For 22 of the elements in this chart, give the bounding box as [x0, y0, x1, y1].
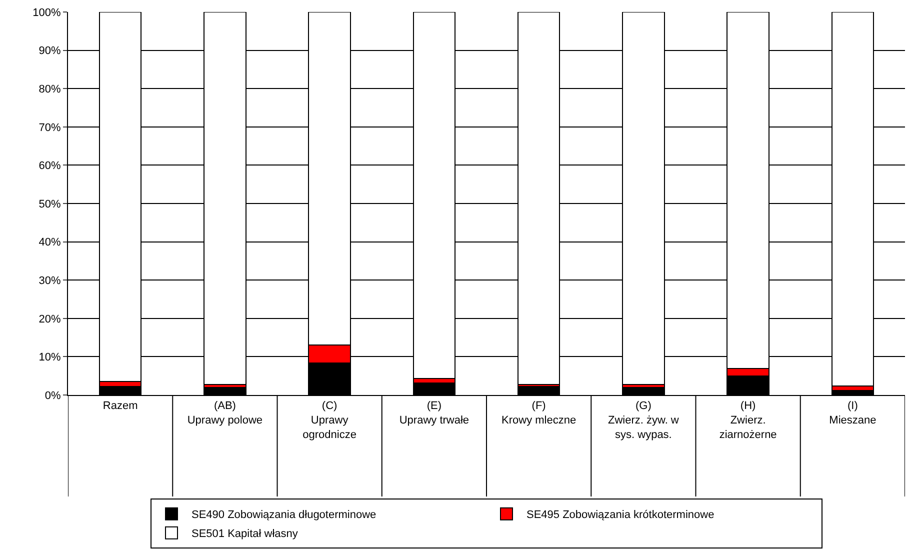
y-tick-label: 100% [32, 6, 62, 19]
y-tick-label: 50% [38, 198, 62, 210]
legend-label: SE501 Kapitał własny [192, 528, 298, 540]
y-tick-label: 20% [38, 313, 62, 326]
y-tick-label: 0% [44, 390, 62, 402]
y-tick-label: 40% [38, 236, 62, 249]
x-tick-label: (E) Uprawy trwałe [399, 400, 470, 426]
legend-label: SE495 Zobowiązania krótkoterminowe [526, 509, 714, 522]
x-tick-label: Razem [102, 400, 138, 412]
legend-label: SE490 Zobowiązania długoterminowe [192, 509, 376, 522]
y-tick-label: 30% [38, 274, 62, 287]
y-tick-label: 10% [38, 352, 62, 364]
x-tick-label: (I) Mieszane [829, 400, 876, 426]
y-tick-label: 80% [38, 83, 62, 96]
x-tick-label: (F) Krowy mleczne [502, 400, 576, 426]
y-tick-label: 90% [38, 45, 62, 58]
x-tick-label: (C) Uprawy ogrodnicze [302, 400, 356, 441]
x-tick-label: (G) Zwierz. żyw. w sys. wypas. [608, 400, 679, 441]
x-tick-label: (AB) Uprawy polowe [187, 400, 263, 426]
y-tick-label: 60% [38, 160, 62, 172]
y-tick-label: 70% [38, 122, 62, 134]
x-tick-label: (H) Zwierz. ziarnożerne [719, 400, 777, 441]
